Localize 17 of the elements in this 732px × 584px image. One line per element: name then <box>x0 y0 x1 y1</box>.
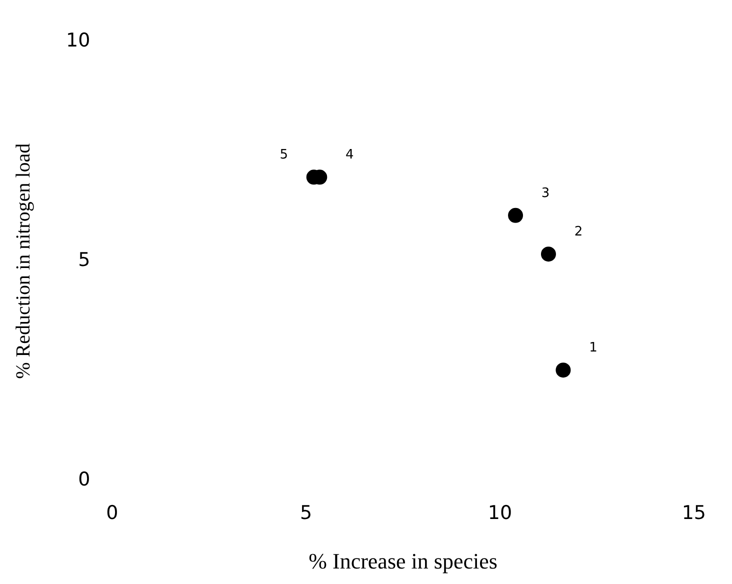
point <box>556 362 571 378</box>
x-axis-title: % Increase in species <box>308 548 498 574</box>
annotation: 1 <box>589 340 598 356</box>
annotation: 4 <box>346 148 354 163</box>
y-axis-title: % Reduction in nitrogen load <box>12 143 34 379</box>
annotation: 5 <box>280 148 288 163</box>
annotation: 2 <box>574 224 583 240</box>
point <box>508 208 524 223</box>
x-tick-label: 5 <box>300 502 312 524</box>
annotation: 3 <box>541 186 550 201</box>
y-tick-label: 0 <box>78 468 90 491</box>
x-tick-label: 15 <box>682 502 706 524</box>
y-tick-label: 10 <box>66 29 90 52</box>
point <box>540 246 556 262</box>
x-tick-label: 0 <box>106 502 118 524</box>
x-tick-label: 10 <box>488 502 512 524</box>
y-tick-label: 5 <box>78 249 90 272</box>
